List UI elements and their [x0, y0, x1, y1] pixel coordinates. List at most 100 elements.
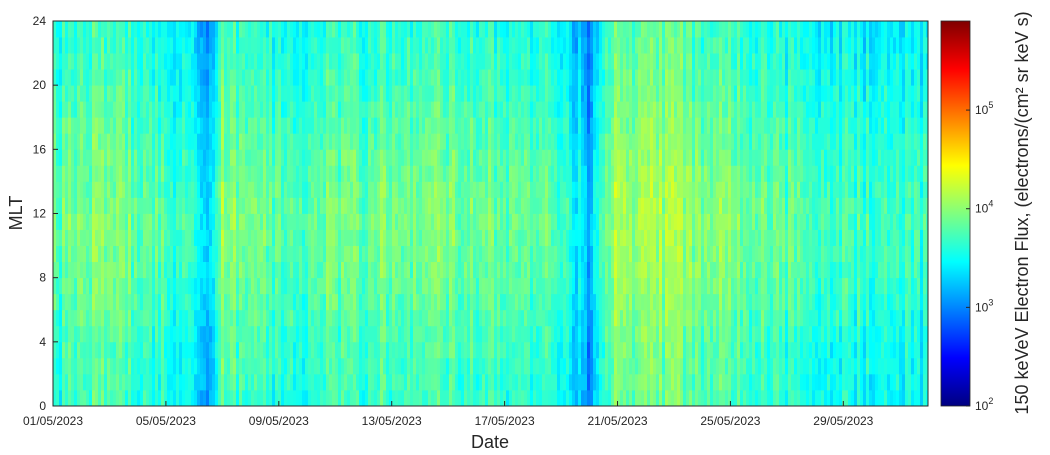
heatmap-cell	[302, 293, 306, 311]
heatmap-cell	[245, 357, 249, 375]
heatmap-cell	[368, 229, 372, 246]
heatmap-cell	[176, 293, 180, 311]
heatmap-cell	[548, 181, 552, 198]
heatmap-cell	[446, 101, 450, 118]
heatmap-cell	[392, 181, 396, 198]
heatmap-cell	[314, 37, 318, 54]
heatmap-cell	[656, 133, 660, 150]
heatmap-cell	[647, 197, 651, 214]
heatmap-cell	[464, 117, 468, 134]
heatmap-cell	[263, 133, 267, 150]
heatmap-cell	[437, 133, 441, 150]
heatmap-cell	[107, 357, 111, 375]
heatmap-cell	[608, 133, 612, 150]
heatmap-cell	[218, 101, 222, 118]
heatmap-cell	[548, 293, 552, 311]
heatmap-cell	[542, 181, 546, 198]
heatmap-cell	[665, 181, 669, 198]
heatmap-cell	[305, 197, 309, 214]
heatmap-cell	[497, 325, 501, 343]
heatmap-cell	[134, 37, 138, 54]
heatmap-cell	[158, 293, 162, 311]
heatmap-cell	[386, 133, 390, 150]
heatmap-cell	[602, 245, 606, 263]
heatmap-cell	[302, 149, 306, 166]
heatmap-cell	[287, 85, 291, 102]
heatmap-cell	[386, 213, 390, 230]
heatmap-cell	[620, 341, 624, 359]
heatmap-cell	[383, 245, 387, 263]
heatmap-cell	[596, 325, 600, 343]
heatmap-cell	[476, 101, 480, 118]
heatmap-cell	[146, 245, 150, 263]
heatmap-cell	[482, 373, 486, 391]
heatmap-cell	[404, 69, 408, 86]
heatmap-cell	[86, 261, 90, 279]
heatmap-cell	[569, 181, 573, 198]
heatmap-cell	[128, 261, 132, 279]
heatmap-cell	[485, 101, 489, 118]
heatmap-cell	[410, 37, 414, 54]
heatmap-cell	[650, 181, 654, 198]
heatmap-cell	[488, 245, 492, 263]
heatmap-cell	[605, 309, 609, 327]
heatmap-cell	[317, 37, 321, 54]
heatmap-cell	[440, 245, 444, 263]
heatmap-cell	[200, 37, 204, 54]
heatmap-cell	[464, 69, 468, 86]
heatmap-cell	[389, 197, 393, 214]
heatmap-cell	[332, 37, 336, 54]
heatmap-cell	[284, 357, 288, 375]
heatmap-cell	[263, 373, 267, 391]
heatmap-cell	[485, 373, 489, 391]
heatmap-cell	[158, 245, 162, 263]
heatmap-cell	[596, 37, 600, 54]
heatmap-cell	[338, 21, 342, 38]
heatmap-cell	[533, 21, 537, 38]
heatmap-cell	[110, 53, 114, 70]
heatmap-cell	[632, 181, 636, 198]
heatmap-cell	[104, 69, 108, 86]
heatmap-cell	[239, 357, 243, 375]
heatmap-cell	[146, 325, 150, 343]
heatmap-cell	[344, 309, 348, 327]
heatmap-cell	[491, 229, 495, 246]
heatmap-cell	[506, 101, 510, 118]
heatmap-cell	[593, 21, 597, 38]
heatmap-cell	[119, 325, 123, 343]
heatmap-cell	[281, 149, 285, 166]
heatmap-cell	[434, 37, 438, 54]
heatmap-cell	[467, 389, 471, 407]
heatmap-cell	[389, 325, 393, 343]
heatmap-cell	[545, 117, 549, 134]
heatmap-cell	[533, 357, 537, 375]
heatmap-cell	[536, 213, 540, 230]
heatmap-cell	[653, 357, 657, 375]
heatmap-cell	[176, 21, 180, 38]
heatmap-cell	[239, 85, 243, 102]
heatmap-cell	[674, 117, 678, 134]
heatmap-cell	[353, 245, 357, 263]
heatmap-cell	[281, 69, 285, 86]
heatmap-cell	[299, 389, 303, 407]
heatmap-cell	[374, 373, 378, 391]
heatmap-cell	[344, 229, 348, 246]
heatmap-cell	[143, 197, 147, 214]
heatmap-cell	[299, 293, 303, 311]
heatmap-cell	[473, 341, 477, 359]
heatmap-cell	[365, 261, 369, 279]
heatmap-cell	[509, 213, 513, 230]
heatmap-cell	[164, 101, 168, 118]
heatmap-cell	[302, 389, 306, 407]
heatmap-cell	[449, 181, 453, 198]
heatmap-cell	[422, 389, 426, 407]
heatmap-cell	[521, 213, 525, 230]
heatmap-cell	[521, 181, 525, 198]
heatmap-cell	[71, 245, 75, 263]
heatmap-cell	[293, 261, 297, 279]
heatmap-cell	[665, 341, 669, 359]
heatmap-cell	[161, 389, 165, 407]
heatmap-cell	[353, 133, 357, 150]
heatmap-cell	[95, 341, 99, 359]
heatmap-cell	[440, 229, 444, 246]
